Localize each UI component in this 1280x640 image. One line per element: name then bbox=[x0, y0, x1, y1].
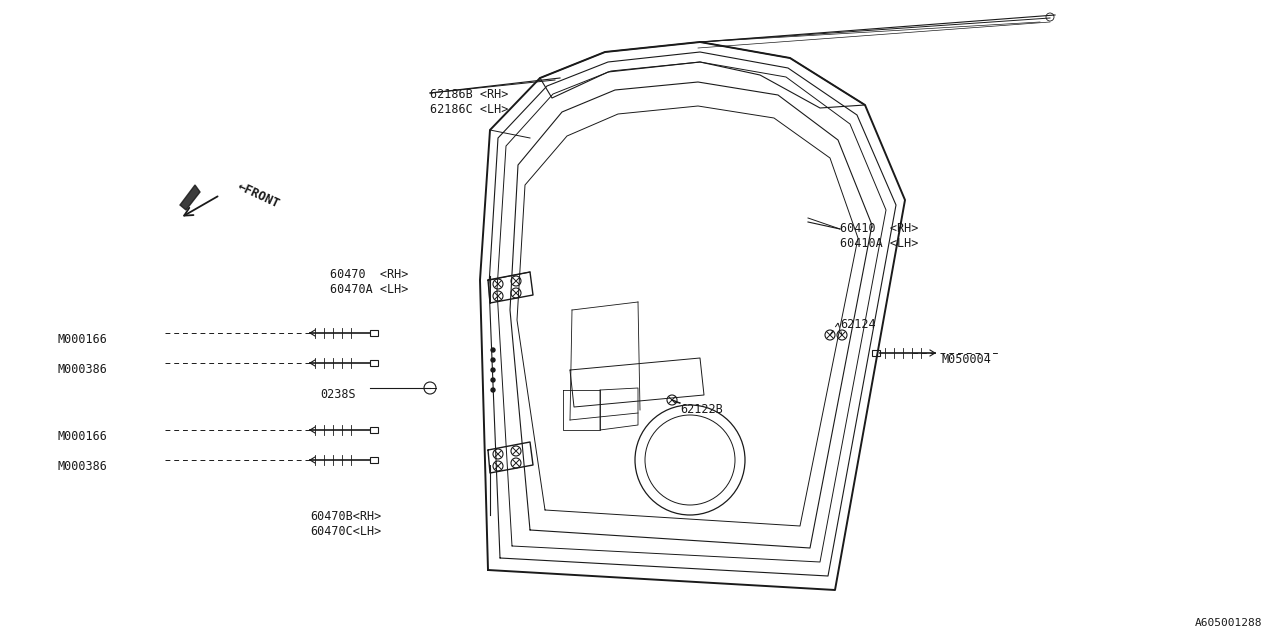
Bar bbox=[370, 330, 378, 336]
Text: 60470A <LH>: 60470A <LH> bbox=[330, 283, 408, 296]
Bar bbox=[872, 350, 881, 356]
Text: 62122B: 62122B bbox=[680, 403, 723, 416]
Polygon shape bbox=[180, 185, 200, 210]
Text: M000386: M000386 bbox=[58, 363, 108, 376]
Circle shape bbox=[492, 348, 495, 352]
Bar bbox=[370, 457, 378, 463]
Text: M000166: M000166 bbox=[58, 430, 108, 443]
Text: 60470  <RH>: 60470 <RH> bbox=[330, 268, 408, 281]
Text: A605001288: A605001288 bbox=[1194, 618, 1262, 628]
Text: 62124: 62124 bbox=[840, 318, 876, 331]
Circle shape bbox=[492, 378, 495, 382]
Text: 60410  <RH>: 60410 <RH> bbox=[840, 222, 918, 235]
Bar bbox=[370, 360, 378, 366]
Bar bbox=[370, 427, 378, 433]
Circle shape bbox=[492, 368, 495, 372]
Text: ←FRONT: ←FRONT bbox=[236, 180, 282, 211]
Text: 62186B <RH>: 62186B <RH> bbox=[430, 88, 508, 101]
Circle shape bbox=[492, 358, 495, 362]
Circle shape bbox=[492, 388, 495, 392]
Text: 60470B<RH>: 60470B<RH> bbox=[310, 510, 381, 523]
Text: 60410A <LH>: 60410A <LH> bbox=[840, 237, 918, 250]
Text: 60470C<LH>: 60470C<LH> bbox=[310, 525, 381, 538]
Text: M000166: M000166 bbox=[58, 333, 108, 346]
Text: M050004: M050004 bbox=[942, 353, 992, 366]
Text: 0238S: 0238S bbox=[320, 388, 356, 401]
Text: M000386: M000386 bbox=[58, 460, 108, 473]
Text: 62186C <LH>: 62186C <LH> bbox=[430, 103, 508, 116]
